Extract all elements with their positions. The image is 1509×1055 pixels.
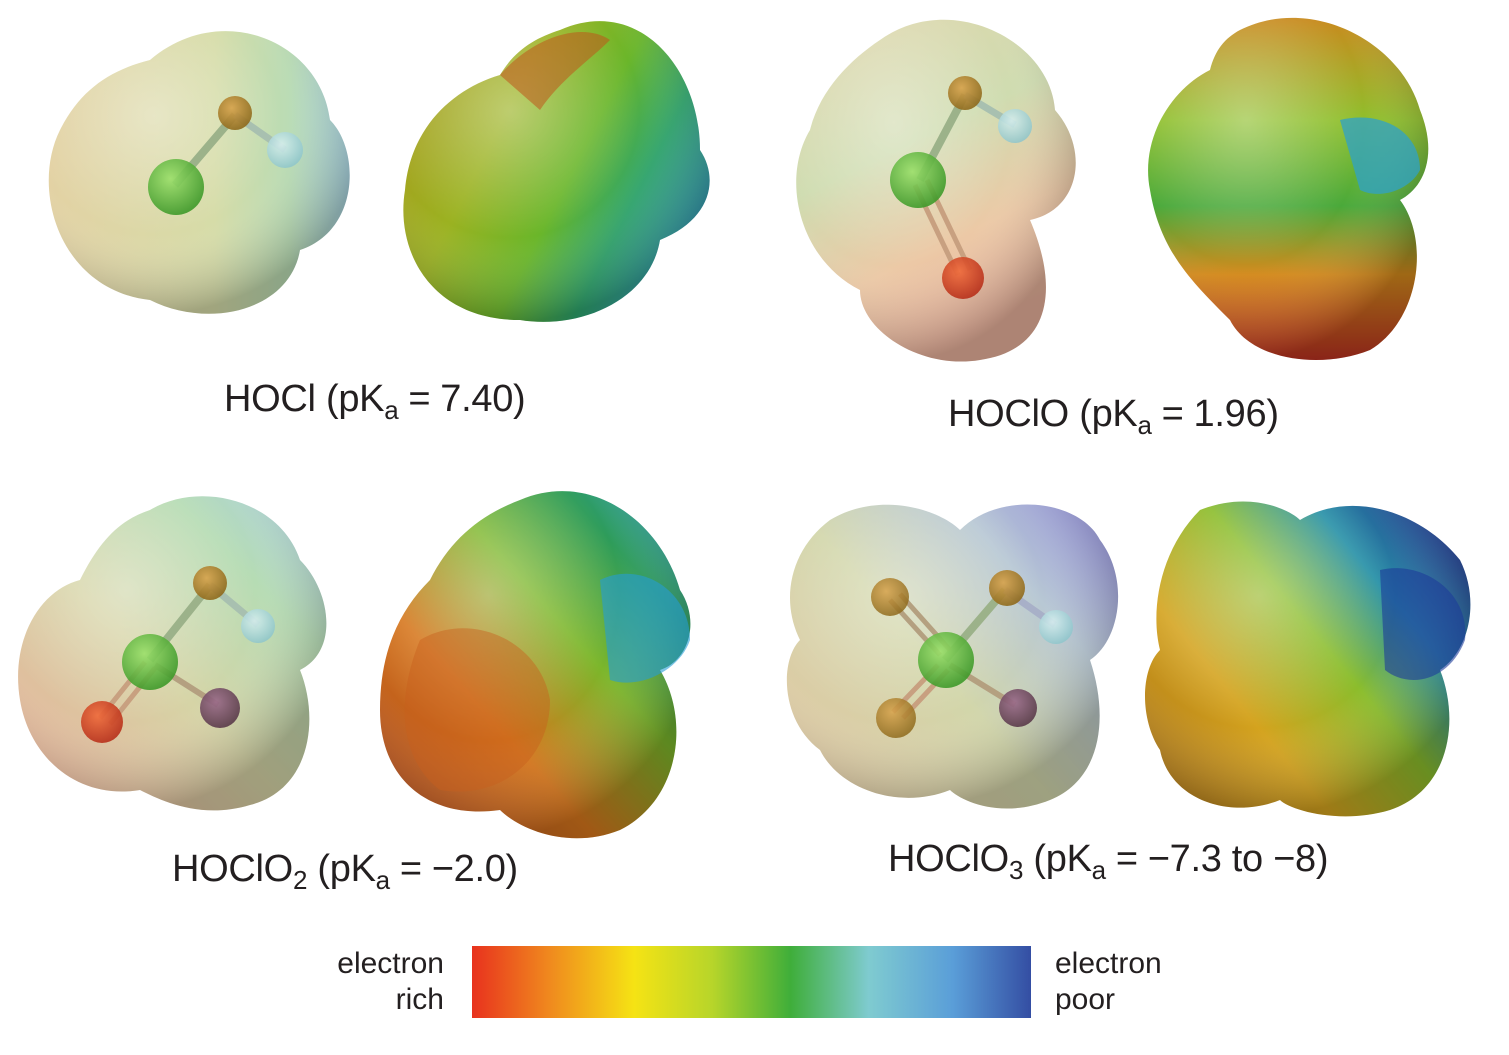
chlorine-atom	[890, 152, 946, 208]
hydrogen-atom	[998, 109, 1032, 143]
hydrogen-atom	[267, 132, 303, 168]
oxygen-atom	[989, 570, 1025, 606]
formula: HOCl	[224, 378, 316, 420]
hocl-opaque-map	[403, 21, 710, 322]
pka-value: 1.96	[1193, 393, 1267, 435]
oxygen-atom	[193, 566, 227, 600]
color-scale-bar	[472, 946, 1031, 1018]
pka-subscript: a	[1091, 855, 1106, 885]
pka-subscript: a	[1137, 410, 1152, 440]
pka-subscript: a	[375, 865, 390, 895]
chlorine-atom	[918, 632, 974, 688]
legend-left-line1: electron	[337, 947, 444, 980]
hoclo3-caption: HOClO3 (pKa = −7.3 to −8)	[888, 838, 1329, 885]
hoclo-opaque-map	[1148, 17, 1429, 361]
oxygen-atom	[876, 698, 916, 738]
chlorine-atom	[148, 159, 204, 215]
pka-symbol: pK	[338, 378, 385, 420]
molecule-maps	[18, 17, 1471, 839]
pka-symbol: pK	[1045, 838, 1092, 880]
pka-value: 7.40	[440, 378, 514, 420]
oxygen-atom	[942, 257, 984, 299]
pka-value: −2.0	[431, 848, 506, 890]
pka-subscript: a	[384, 395, 399, 425]
hydrogen-atom	[241, 609, 275, 643]
legend-right-line1: electron	[1055, 947, 1162, 980]
pka-symbol: pK	[329, 848, 376, 890]
oxygen-atom	[81, 701, 123, 743]
chlorine-atom	[122, 634, 178, 690]
hoclo2-translucent-map	[18, 496, 327, 811]
hoclo3-opaque-map	[1145, 501, 1471, 817]
legend-electron-poor-label: electron poor	[1055, 946, 1162, 1018]
pka-value: −7.3 to −8	[1147, 838, 1316, 880]
oxygen-atom	[948, 76, 982, 110]
legend-right-line2: poor	[1055, 983, 1116, 1016]
hydrogen-atom	[1039, 610, 1073, 644]
hocl-caption: HOCl (pKa = 7.40)	[224, 378, 526, 425]
hoclo2-opaque-map	[380, 491, 691, 839]
hoclo3-translucent-map	[786, 504, 1119, 809]
hoclo-caption: HOClO (pKa = 1.96)	[948, 393, 1279, 440]
oxygen-atom	[999, 689, 1037, 727]
formula: HOClO	[948, 393, 1069, 435]
formula-subscript: 2	[292, 865, 308, 895]
formula: HOClO	[888, 838, 1009, 880]
legend-left-line2: rich	[395, 983, 444, 1016]
pka-symbol: pK	[1091, 393, 1138, 435]
formula: HOClO	[172, 848, 293, 890]
hoclo2-caption: HOClO2 (pKa = −2.0)	[172, 848, 518, 895]
legend-electron-rich-label: electron rich	[318, 946, 444, 1018]
hocl-translucent-map	[48, 31, 350, 314]
hoclo-translucent-map	[796, 19, 1076, 362]
oxygen-atom	[218, 96, 252, 130]
oxygen-atom	[871, 578, 909, 616]
formula-subscript: 3	[1008, 855, 1024, 885]
oxygen-atom	[200, 688, 240, 728]
